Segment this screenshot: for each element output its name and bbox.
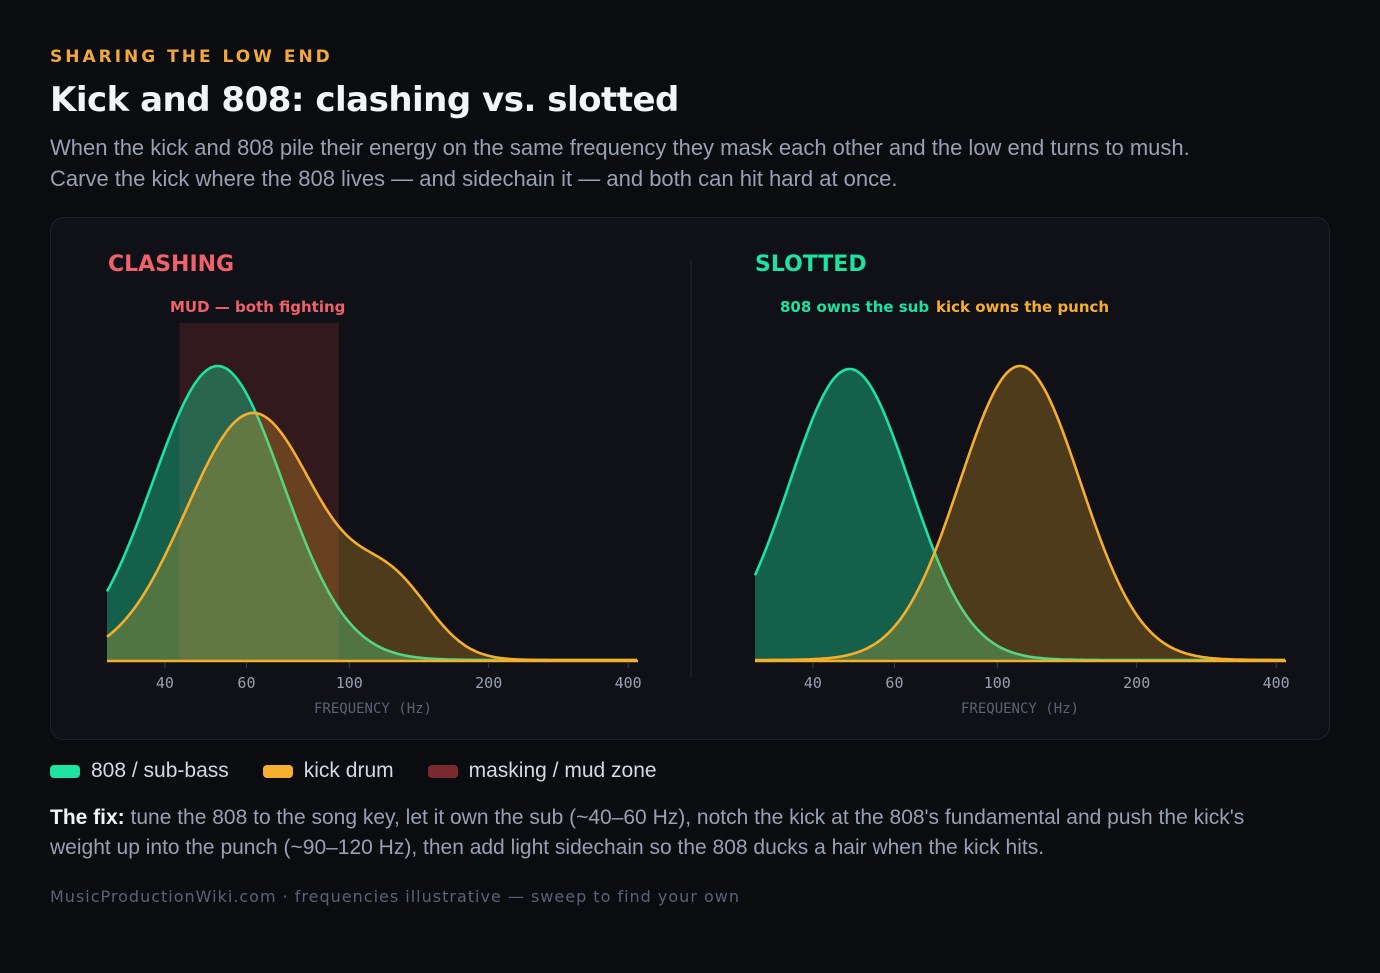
fix-text: tune the 808 to the song key, let it own… bbox=[50, 806, 1245, 859]
legend-swatch-kick bbox=[262, 764, 293, 778]
legend-swatch-sub bbox=[50, 764, 80, 778]
kick-curve-line bbox=[755, 364, 1285, 662]
fix-note: The fix: tune the 808 to the song key, l… bbox=[50, 803, 1310, 863]
x-tick-label: 100 bbox=[984, 674, 1011, 692]
mud-annotation: MUD — both fighting bbox=[170, 298, 345, 316]
kick-annotation: kick owns the punch bbox=[936, 298, 1109, 316]
x-tick-label: 400 bbox=[1263, 674, 1290, 692]
legend-label-kick: kick drum bbox=[303, 759, 394, 782]
legend-label-sub: 808 / sub-bass bbox=[91, 759, 229, 782]
comparison-charts: CLASHING MUD — both fighting 40 60 100 200 4… bbox=[105, 252, 1290, 717]
kick-curve-fill bbox=[107, 412, 638, 660]
legend-item-kick: kick drum bbox=[262, 759, 394, 783]
sub-annotation: 808 owns the sub bbox=[780, 298, 929, 316]
x-tick-label: 100 bbox=[336, 674, 363, 692]
x-tick-label: 200 bbox=[1123, 674, 1150, 692]
page-subtitle: When the kick and 808 pile their energy … bbox=[50, 135, 1190, 191]
clashing-x-axis-label: FREQUENCY (Hz) bbox=[314, 701, 432, 717]
x-tick-label: 400 bbox=[615, 674, 642, 692]
fix-lead: The fix: bbox=[50, 806, 125, 829]
comparison-panel: CLASHING MUD — both fighting 40 60 100 200 4… bbox=[50, 217, 1330, 740]
mud-zone bbox=[179, 323, 339, 660]
legend-item-mud: masking / mud zone bbox=[427, 759, 657, 783]
x-tick-label: 40 bbox=[156, 674, 174, 692]
sub-curve-fill bbox=[755, 369, 1286, 660]
clashing-plot: 40 60 100 200 400 bbox=[105, 323, 642, 692]
kick-curve-fill bbox=[755, 366, 1286, 660]
legend-item-sub: 808 / sub-bass bbox=[50, 759, 229, 783]
legend-swatch-mud bbox=[427, 764, 458, 778]
sub-curve-fill bbox=[107, 366, 638, 660]
x-tick-label: 200 bbox=[475, 674, 502, 692]
slotted-x-axis-label: FREQUENCY (Hz) bbox=[961, 701, 1079, 717]
slotted-heading: SLOTTED bbox=[755, 252, 867, 277]
x-tick-label: 40 bbox=[804, 674, 822, 692]
clashing-heading: CLASHING bbox=[108, 252, 234, 277]
legend-label-mud: masking / mud zone bbox=[468, 759, 657, 782]
x-tick-label: 60 bbox=[237, 674, 255, 692]
footer-credit: MusicProductionWiki.com · frequencies il… bbox=[50, 887, 740, 906]
legend: 808 / sub-bass kick drum masking / mud z… bbox=[50, 757, 691, 785]
page-title: Kick and 808: clashing vs. slotted bbox=[50, 80, 679, 120]
eyebrow-label: SHARING THE LOW END bbox=[50, 47, 333, 67]
x-tick-label: 60 bbox=[885, 674, 903, 692]
slotted-plot: 40 60 100 200 400 bbox=[753, 364, 1290, 692]
